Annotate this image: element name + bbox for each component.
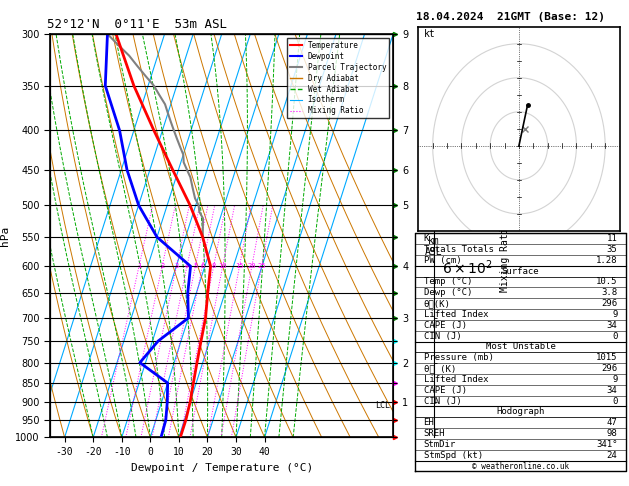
Text: 11: 11: [607, 234, 618, 243]
Text: StmDir: StmDir: [423, 440, 456, 449]
Text: EH: EH: [423, 418, 434, 427]
Text: 6: 6: [200, 263, 204, 269]
Text: Most Unstable: Most Unstable: [486, 343, 555, 351]
Text: StmSpd (kt): StmSpd (kt): [423, 451, 482, 460]
Y-axis label: km
ASL: km ASL: [425, 236, 442, 257]
Text: 25: 25: [257, 263, 266, 269]
Text: 18.04.2024  21GMT (Base: 12): 18.04.2024 21GMT (Base: 12): [416, 12, 605, 22]
Text: 5: 5: [193, 263, 198, 269]
Text: 296: 296: [601, 364, 618, 373]
Text: 1015: 1015: [596, 353, 618, 362]
Text: 4: 4: [185, 263, 189, 269]
Text: CIN (J): CIN (J): [423, 331, 461, 341]
Text: K: K: [423, 234, 429, 243]
Text: 47: 47: [607, 418, 618, 427]
Text: Dewp (°C): Dewp (°C): [423, 288, 472, 297]
Text: 24: 24: [607, 451, 618, 460]
Text: Lifted Index: Lifted Index: [423, 375, 488, 384]
Text: Temp (°C): Temp (°C): [423, 278, 472, 286]
Text: SREH: SREH: [423, 429, 445, 438]
Text: Surface: Surface: [502, 267, 539, 276]
Text: 1.28: 1.28: [596, 256, 618, 265]
Text: 10: 10: [218, 263, 227, 269]
Text: 35: 35: [607, 245, 618, 254]
Text: 9: 9: [612, 375, 618, 384]
Text: θᴇ(K): θᴇ(K): [423, 299, 450, 308]
Text: © weatheronline.co.uk: © weatheronline.co.uk: [472, 462, 569, 470]
Text: 0: 0: [612, 397, 618, 405]
Text: LCL: LCL: [376, 401, 390, 410]
Text: PW (cm): PW (cm): [423, 256, 461, 265]
Text: 1: 1: [137, 263, 141, 269]
Text: 9: 9: [612, 310, 618, 319]
Text: 8: 8: [211, 263, 216, 269]
Text: 10.5: 10.5: [596, 278, 618, 286]
Text: 3.8: 3.8: [601, 288, 618, 297]
Text: 341°: 341°: [596, 440, 618, 449]
Y-axis label: hPa: hPa: [0, 226, 10, 246]
Text: 52°12'N  0°11'E  53m ASL: 52°12'N 0°11'E 53m ASL: [47, 18, 227, 32]
Text: 296: 296: [601, 299, 618, 308]
Text: Pressure (mb): Pressure (mb): [423, 353, 493, 362]
Text: CAPE (J): CAPE (J): [423, 321, 467, 330]
Text: 20: 20: [248, 263, 256, 269]
Text: Hodograph: Hodograph: [496, 407, 545, 417]
Y-axis label: Mixing Ratio (g/kg): Mixing Ratio (g/kg): [499, 180, 509, 292]
Text: kt: kt: [424, 29, 436, 39]
Text: Lifted Index: Lifted Index: [423, 310, 488, 319]
X-axis label: Dewpoint / Temperature (°C): Dewpoint / Temperature (°C): [131, 463, 313, 473]
Text: 34: 34: [607, 386, 618, 395]
Text: CAPE (J): CAPE (J): [423, 386, 467, 395]
Text: CIN (J): CIN (J): [423, 397, 461, 405]
Text: θᴇ (K): θᴇ (K): [423, 364, 456, 373]
Legend: Temperature, Dewpoint, Parcel Trajectory, Dry Adiabat, Wet Adiabat, Isotherm, Mi: Temperature, Dewpoint, Parcel Trajectory…: [287, 38, 389, 119]
Text: 15: 15: [235, 263, 243, 269]
Text: 0: 0: [612, 331, 618, 341]
Text: 98: 98: [607, 429, 618, 438]
Text: Totals Totals: Totals Totals: [423, 245, 493, 254]
Text: 2: 2: [160, 263, 164, 269]
Text: 34: 34: [607, 321, 618, 330]
Text: 3: 3: [174, 263, 179, 269]
